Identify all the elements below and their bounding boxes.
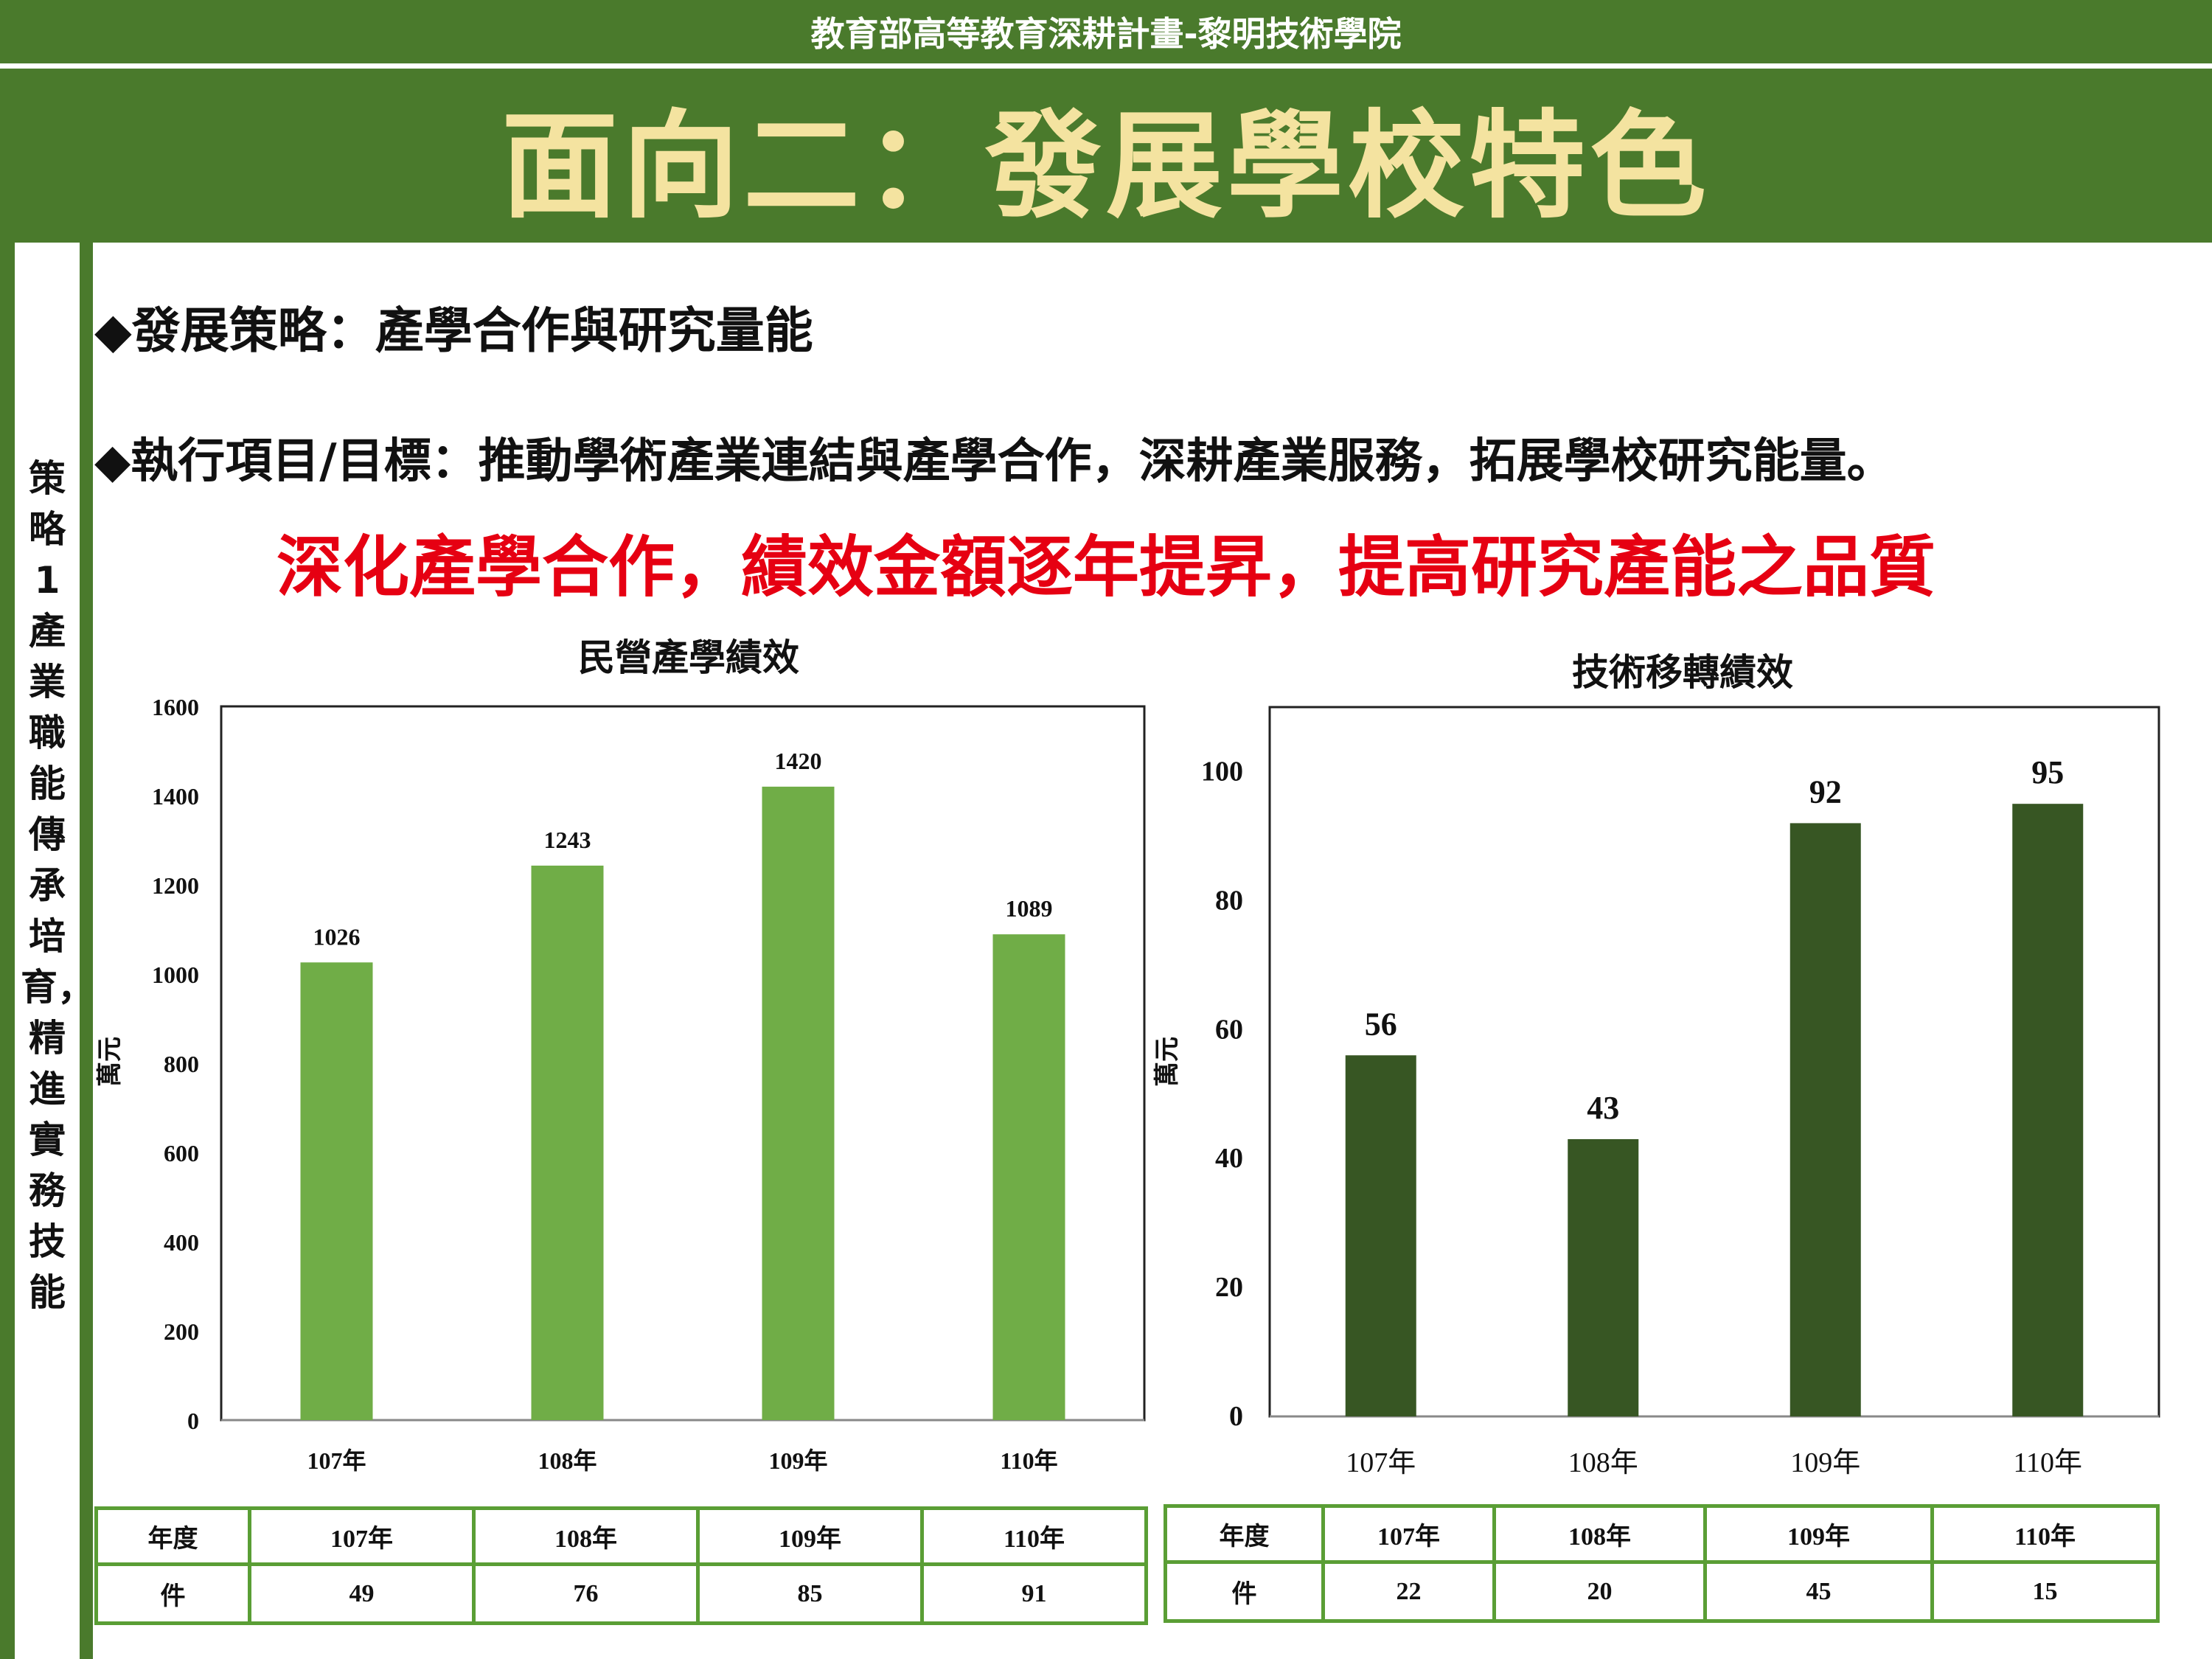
data-label: 1026 xyxy=(313,923,361,950)
table-cell: 76 xyxy=(472,1562,700,1625)
headline: 深化產學合作，績效金額逐年提昇，提高研究產能之品質 xyxy=(276,529,1935,606)
table-cell: 107年 xyxy=(1321,1504,1496,1564)
table-cell: 109年 xyxy=(696,1506,924,1566)
bar xyxy=(992,934,1065,1420)
y-tick-label: 0 xyxy=(187,1408,199,1434)
table-cell: 49 xyxy=(248,1562,476,1625)
x-tick-label: 108年 xyxy=(1568,1447,1638,1478)
x-tick-label: 107年 xyxy=(1346,1447,1416,1478)
table-cell: 15 xyxy=(1930,1560,2160,1623)
table-cell: 件 xyxy=(94,1562,251,1625)
table-right: 年度 107年 108年 109年 110年 件 22 20 45 15 xyxy=(1164,1504,2160,1623)
strategy-line: ◆發展策略：產學合作與研究量能 xyxy=(94,302,813,359)
table-cell: 107年 xyxy=(248,1506,476,1566)
bar xyxy=(531,865,604,1420)
y-axis-label: 萬元 xyxy=(95,1037,125,1087)
header-divider xyxy=(0,63,2212,69)
execution-line: ◆執行項目/目標：推動學術產業連結與產學合作，深耕產業服務，拓展學校研究能量。 xyxy=(94,434,1894,489)
table-left: 年度 107年 108年 109年 110年 件 49 76 85 91 xyxy=(94,1506,1148,1625)
y-tick-label: 1600 xyxy=(152,694,199,720)
data-label: 95 xyxy=(2031,754,2064,790)
page-title: 面向二：發展學校特色 xyxy=(501,98,1711,234)
data-label: 43 xyxy=(1587,1090,1619,1126)
y-tick-label: 600 xyxy=(164,1140,199,1166)
x-tick-label: 107年 xyxy=(307,1447,366,1474)
bar xyxy=(1568,1138,1639,1416)
sidebar-band-right xyxy=(80,243,93,1659)
y-tick-label: 1200 xyxy=(152,872,199,899)
y-tick-label: 200 xyxy=(164,1318,199,1345)
table-row: 件 22 20 45 15 xyxy=(1164,1560,2160,1623)
bar xyxy=(1790,823,1861,1416)
x-tick-label: 108年 xyxy=(538,1447,597,1474)
table-cell: 22 xyxy=(1321,1560,1496,1623)
program-title: 教育部高等教育深耕計畫-黎明技術學院 xyxy=(810,14,1402,54)
chart-title-left: 民營產學績效 xyxy=(578,636,799,679)
table-cell: 109年 xyxy=(1703,1504,1934,1564)
bar xyxy=(762,786,835,1420)
table-row: 年度 107年 108年 109年 110年 xyxy=(94,1506,1148,1566)
chart-right: 0 20 40 60 80 100 56 107年 43 108年 92 109年 95 110年 萬元 xyxy=(1152,706,2160,1478)
y-tick-label: 100 xyxy=(1201,756,1243,787)
data-label: 1089 xyxy=(1006,895,1053,922)
table-cell: 45 xyxy=(1703,1560,1934,1623)
y-tick-label: 80 xyxy=(1215,885,1243,916)
table-cell: 85 xyxy=(696,1562,924,1625)
y-tick-label: 800 xyxy=(164,1051,199,1077)
table-cell: 91 xyxy=(920,1562,1148,1625)
table-cell: 108年 xyxy=(472,1506,700,1566)
y-tick-label: 1400 xyxy=(152,783,199,810)
y-tick-label: 20 xyxy=(1215,1272,1243,1303)
data-label: 1420 xyxy=(775,748,822,774)
table-cell: 110年 xyxy=(1930,1504,2160,1564)
x-tick-label: 110年 xyxy=(2013,1447,2082,1478)
bar xyxy=(1345,1055,1416,1416)
y-tick-label: 60 xyxy=(1215,1014,1243,1045)
table-cell: 件 xyxy=(1164,1560,1325,1623)
bar xyxy=(300,962,373,1420)
table-row: 件 49 76 85 91 xyxy=(94,1562,1148,1625)
chart-left: 0 200 400 600 800 1000 1200 1400 1600 1026 107年 124… xyxy=(95,694,1146,1474)
y-axis-label: 萬元 xyxy=(1152,1037,1182,1087)
table-cell: 20 xyxy=(1492,1560,1707,1623)
table-cell: 年度 xyxy=(94,1506,251,1566)
table-row: 年度 107年 108年 109年 110年 xyxy=(1164,1504,2160,1564)
x-tick-label: 110年 xyxy=(1000,1447,1057,1474)
sidebar-strategy-label: 策略1產業職能傳承培育，精進實務技能 xyxy=(21,457,94,1314)
y-tick-label: 1000 xyxy=(152,961,199,988)
table-cell: 110年 xyxy=(920,1506,1148,1566)
chart-title-right: 技術移轉績效 xyxy=(1572,651,1793,694)
table-cell: 年度 xyxy=(1164,1504,1325,1564)
y-tick-label: 400 xyxy=(164,1229,199,1256)
data-label: 92 xyxy=(1809,773,1842,810)
table-cell: 108年 xyxy=(1492,1504,1707,1564)
header-top: 教育部高等教育深耕計畫-黎明技術學院 xyxy=(0,0,2212,63)
y-tick-label: 0 xyxy=(1229,1401,1243,1432)
header-main: 面向二：發展學校特色 xyxy=(0,69,2212,243)
x-tick-label: 109年 xyxy=(768,1447,827,1474)
sidebar-band-left xyxy=(0,243,15,1659)
data-label: 56 xyxy=(1365,1006,1397,1042)
bar xyxy=(2012,804,2084,1416)
x-tick-label: 109年 xyxy=(1790,1447,1860,1478)
y-tick-label: 40 xyxy=(1215,1143,1243,1174)
data-label: 1243 xyxy=(544,827,591,853)
